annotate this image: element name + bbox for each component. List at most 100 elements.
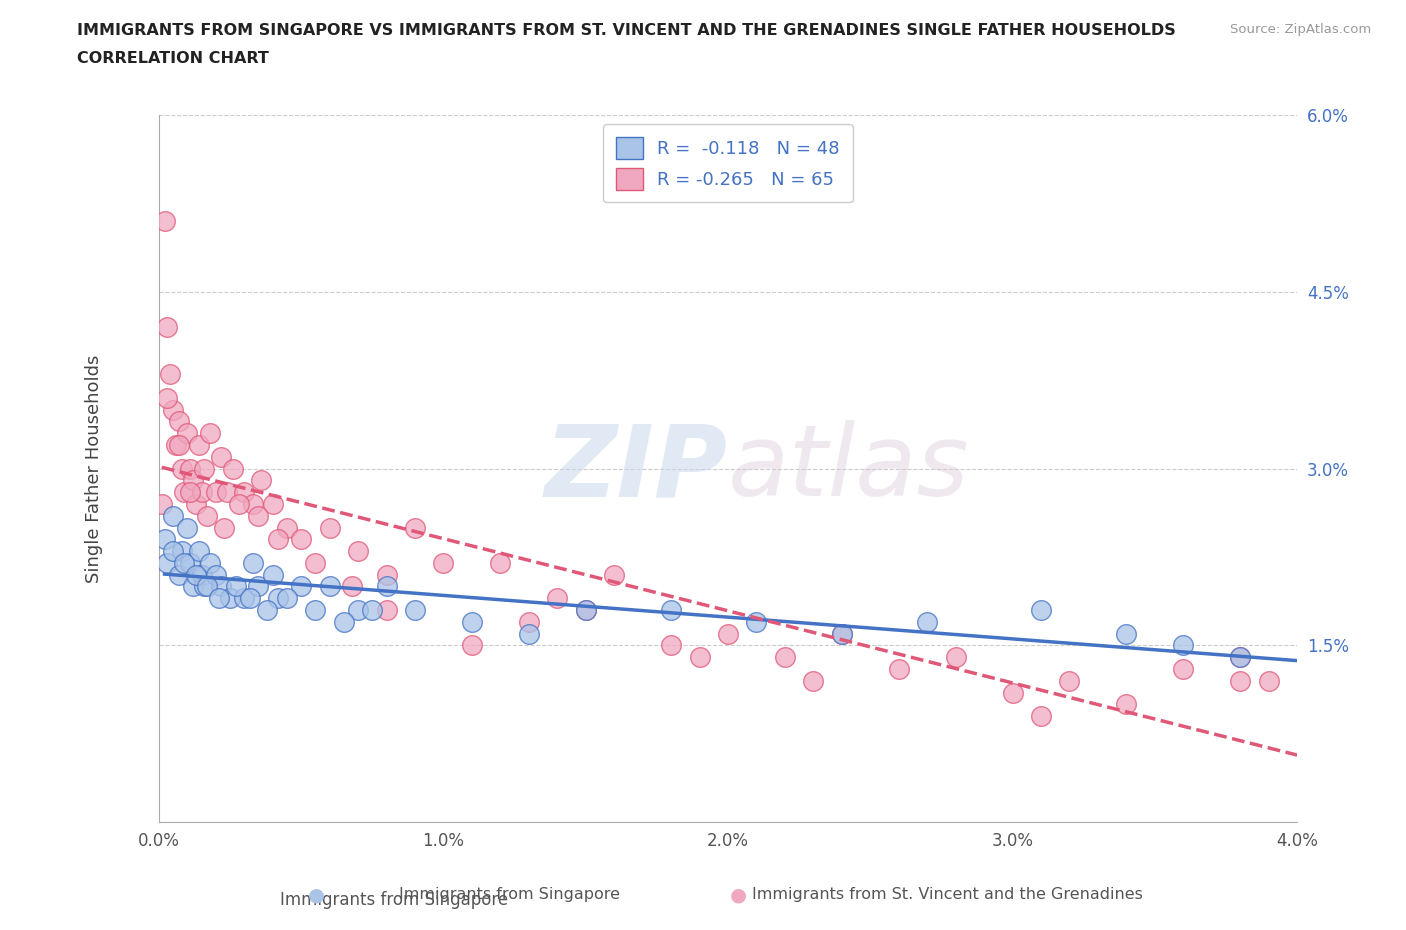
Point bbox=[181, 473, 204, 488]
Point bbox=[222, 461, 245, 476]
Point bbox=[461, 615, 484, 630]
Legend: R =  -0.118   N = 48, R = -0.265   N = 65: R = -0.118 N = 48, R = -0.265 N = 65 bbox=[603, 124, 852, 203]
Point bbox=[831, 626, 853, 641]
Point bbox=[603, 567, 626, 582]
Y-axis label: Single Father Households: Single Father Households bbox=[86, 354, 103, 583]
Point bbox=[717, 626, 740, 641]
Point bbox=[375, 567, 398, 582]
Text: ●: ● bbox=[730, 885, 747, 904]
Point bbox=[162, 402, 184, 417]
Point bbox=[318, 520, 340, 535]
Point bbox=[1115, 626, 1137, 641]
Point bbox=[184, 497, 207, 512]
Point bbox=[689, 650, 711, 665]
Point bbox=[256, 603, 278, 618]
Point bbox=[267, 532, 290, 547]
Point bbox=[176, 520, 198, 535]
Point bbox=[290, 579, 312, 594]
Point bbox=[347, 603, 370, 618]
Text: Immigrants from St. Vincent and the Grenadines: Immigrants from St. Vincent and the Gren… bbox=[752, 887, 1143, 902]
Point bbox=[247, 579, 270, 594]
Point bbox=[198, 555, 221, 570]
Point bbox=[193, 579, 215, 594]
Point bbox=[204, 567, 226, 582]
Text: atlas: atlas bbox=[728, 420, 970, 517]
Point bbox=[1229, 673, 1251, 688]
Point bbox=[211, 579, 233, 594]
Point bbox=[318, 579, 340, 594]
Point bbox=[176, 426, 198, 441]
Point bbox=[304, 555, 326, 570]
Point bbox=[801, 673, 824, 688]
Point bbox=[290, 532, 312, 547]
Point bbox=[342, 579, 364, 594]
Point bbox=[153, 214, 176, 229]
Point bbox=[153, 532, 176, 547]
Point bbox=[1029, 603, 1052, 618]
Point bbox=[179, 555, 201, 570]
Point bbox=[1173, 661, 1195, 676]
Point bbox=[179, 485, 201, 499]
Point bbox=[239, 591, 262, 605]
Point bbox=[156, 555, 179, 570]
Point bbox=[404, 520, 426, 535]
Point bbox=[150, 497, 173, 512]
Point bbox=[233, 485, 256, 499]
Text: ZIP: ZIP bbox=[546, 420, 728, 517]
Point bbox=[262, 497, 284, 512]
Point bbox=[575, 603, 598, 618]
Point bbox=[945, 650, 967, 665]
Point bbox=[170, 544, 193, 559]
Point bbox=[173, 485, 195, 499]
Point bbox=[190, 567, 212, 582]
Point bbox=[773, 650, 796, 665]
Point bbox=[276, 591, 298, 605]
Text: IMMIGRANTS FROM SINGAPORE VS IMMIGRANTS FROM ST. VINCENT AND THE GRENADINES SING: IMMIGRANTS FROM SINGAPORE VS IMMIGRANTS … bbox=[77, 23, 1175, 38]
Point bbox=[187, 544, 209, 559]
Point bbox=[190, 485, 212, 499]
Point bbox=[347, 544, 370, 559]
Point bbox=[207, 591, 229, 605]
Point bbox=[276, 520, 298, 535]
Point bbox=[181, 579, 204, 594]
Point bbox=[167, 567, 190, 582]
Point bbox=[831, 626, 853, 641]
Point bbox=[217, 485, 239, 499]
Point bbox=[489, 555, 512, 570]
Point bbox=[162, 509, 184, 524]
Point bbox=[1229, 650, 1251, 665]
Point bbox=[404, 603, 426, 618]
Point bbox=[242, 555, 264, 570]
Point bbox=[546, 591, 568, 605]
Point bbox=[262, 567, 284, 582]
Point bbox=[1029, 709, 1052, 724]
Point bbox=[333, 615, 356, 630]
Point bbox=[211, 449, 233, 464]
Text: ●: ● bbox=[308, 885, 325, 904]
Point bbox=[1115, 697, 1137, 711]
Point bbox=[228, 497, 250, 512]
Point bbox=[304, 603, 326, 618]
Point bbox=[170, 461, 193, 476]
Point bbox=[745, 615, 768, 630]
Text: Immigrants from Singapore: Immigrants from Singapore bbox=[399, 887, 620, 902]
Point bbox=[375, 579, 398, 594]
Point bbox=[165, 438, 187, 453]
Point bbox=[233, 591, 256, 605]
Point bbox=[156, 391, 179, 405]
Point bbox=[250, 473, 273, 488]
Point bbox=[267, 591, 290, 605]
Point bbox=[198, 426, 221, 441]
Point bbox=[173, 555, 195, 570]
Point bbox=[375, 603, 398, 618]
Point bbox=[225, 579, 247, 594]
Point bbox=[159, 366, 181, 381]
Point bbox=[1001, 685, 1024, 700]
Point bbox=[156, 320, 179, 335]
Point bbox=[1257, 673, 1279, 688]
Point bbox=[887, 661, 910, 676]
Point bbox=[214, 520, 236, 535]
Point bbox=[193, 461, 215, 476]
Point bbox=[432, 555, 454, 570]
Point bbox=[219, 591, 242, 605]
